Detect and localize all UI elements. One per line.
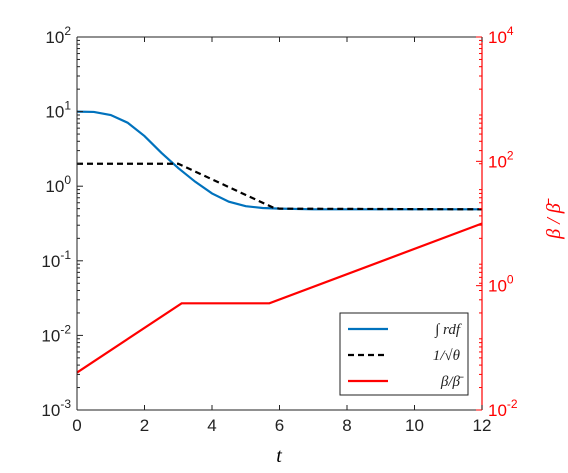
right-y-tick-label: 100: [488, 273, 514, 296]
left-y-tick-label: 100: [45, 173, 71, 196]
legend: ∫ rdf 1/√θ β/β̄: [339, 312, 469, 396]
right-y-tick-label: 10-2: [488, 397, 518, 420]
left-y-tick-label: 10-1: [41, 248, 71, 271]
series-layer: [76, 110, 483, 374]
left-y-tick-label: 101: [45, 99, 71, 122]
x-tick-label: 12: [473, 416, 492, 435]
legend-label-2: 1/√θ: [433, 348, 461, 364]
right-y-axis-title: β / β̄: [543, 198, 565, 239]
x-tick-label: 4: [207, 416, 216, 435]
left-y-tick-label: 102: [45, 24, 71, 47]
x-tick-label: 8: [342, 416, 351, 435]
series-line-3: [76, 222, 483, 374]
series-line-2: [77, 162, 483, 211]
ticks-layer: 0 2 4 6 8 10 12 102 101 100 10-1 10-2 10-3 104 102 100 1…: [41, 24, 518, 435]
series-line-1: [76, 110, 482, 211]
x-tick-label: 0: [72, 416, 81, 435]
x-tick-label: 6: [275, 416, 284, 435]
left-y-tick-label: 10-3: [41, 397, 71, 420]
right-y-tick-label: 102: [488, 148, 514, 171]
x-tick-label: 10: [405, 416, 424, 435]
left-y-tick-label: 10-2: [41, 322, 71, 345]
x-axis-title: t: [276, 445, 282, 467]
right-y-tick-label: 104: [488, 24, 514, 47]
legend-label-3: β/β̄: [440, 374, 464, 390]
legend-label-1: ∫ rdf: [434, 322, 462, 338]
x-tick-label: 2: [140, 416, 149, 435]
